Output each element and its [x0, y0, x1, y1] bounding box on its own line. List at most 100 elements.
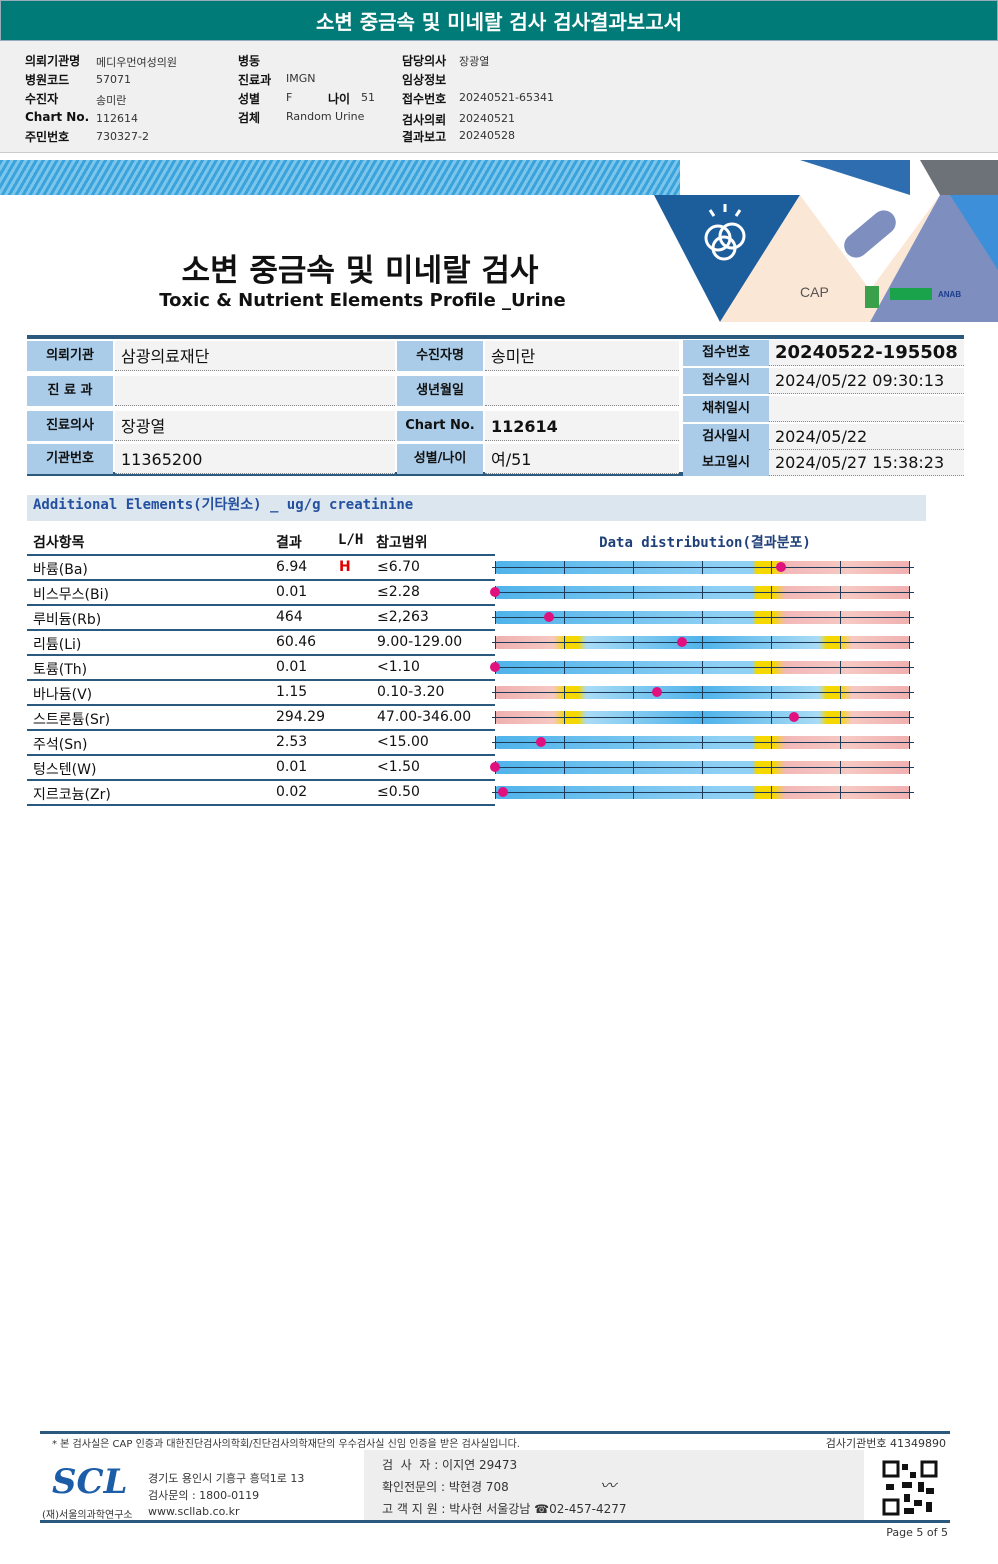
info-value: 20240521 — [459, 112, 515, 125]
reference-range: 0.10-3.20 — [377, 684, 445, 700]
axis-tick — [840, 761, 841, 774]
axis-tick — [702, 761, 703, 774]
ema-logo — [890, 288, 932, 300]
result-value: 0.01 — [276, 584, 308, 600]
stripe-decoration — [0, 160, 680, 195]
result-marker — [676, 637, 687, 647]
info-value: 메디우먼여성의원 — [96, 56, 177, 69]
axis-tick — [564, 711, 565, 724]
info-label: 의뢰기관명 — [25, 54, 81, 68]
info-value: 송미란 — [96, 94, 127, 107]
reference-range: ≤6.70 — [377, 559, 420, 575]
axis-tick — [840, 561, 841, 574]
axis-tick — [840, 711, 841, 724]
axis-tick — [495, 736, 496, 749]
axis-tick — [909, 611, 910, 624]
axis-tick — [840, 586, 841, 599]
result-value: 2.53 — [276, 734, 308, 750]
result-marker — [776, 562, 787, 572]
axis-tick — [771, 736, 772, 749]
info-label: 진료과 — [238, 73, 272, 87]
patient-value: 20240522-195508 — [769, 340, 964, 366]
distribution-axis — [492, 667, 914, 668]
axis-tick — [840, 636, 841, 649]
test-subtitle: Toxic & Nutrient Elements Profile _Urine — [159, 290, 566, 311]
result-marker — [651, 687, 662, 697]
specialist: 확인전문의 : 박현경 708 — [382, 1480, 509, 1494]
info-value: IMGN — [286, 72, 316, 85]
info-value: 20240528 — [459, 129, 515, 142]
axis-tick — [771, 611, 772, 624]
axis-tick — [909, 561, 910, 574]
table-row: 바륨(Ba) 6.94 H ≤6.70 — [27, 556, 495, 581]
reference-range: 47.00-346.00 — [377, 709, 472, 725]
result-marker — [498, 787, 509, 797]
result-marker — [490, 762, 500, 772]
item-name: 토륨(Th) — [33, 662, 88, 678]
axis-tick — [495, 636, 496, 649]
axis-tick — [702, 611, 703, 624]
info-label: 결과보고 — [402, 130, 447, 144]
patient-value: 삼광의료재단 — [115, 341, 395, 371]
info-label: 담당의사 — [402, 54, 447, 68]
patient-value: 장광열 — [115, 411, 395, 441]
distribution-axis — [492, 767, 914, 768]
axis-tick — [909, 786, 910, 799]
info-label: 병원코드 — [25, 73, 70, 87]
axis-tick — [909, 711, 910, 724]
footer-divider-bottom — [40, 1520, 950, 1523]
website-link[interactable]: www.scllab.co.kr — [148, 1505, 240, 1518]
info-value: 730327-2 — [96, 130, 149, 143]
axis-tick — [633, 711, 634, 724]
axis-tick — [564, 761, 565, 774]
info-value: 장광열 — [459, 55, 490, 68]
axis-tick — [633, 636, 634, 649]
result-marker — [490, 662, 500, 672]
patient-value: 2024/05/27 15:38:23 — [769, 450, 964, 476]
distribution-axis — [492, 642, 914, 643]
item-name: 바륨(Ba) — [33, 562, 88, 578]
axis-tick — [564, 611, 565, 624]
patient-label: 접수번호 — [683, 340, 769, 366]
axis-tick — [909, 636, 910, 649]
axis-tick — [633, 561, 634, 574]
staff-box — [364, 1450, 864, 1520]
patient-label: 채취일시 — [683, 396, 769, 422]
axis-tick — [495, 611, 496, 624]
distribution-axis — [492, 567, 914, 568]
patient-value: 11365200 — [115, 444, 395, 474]
distribution-axis — [492, 792, 914, 793]
org-name: (재)서울의과학연구소 — [42, 1510, 133, 1521]
table-row: 지르코늄(Zr) 0.02 ≤0.50 — [27, 781, 495, 806]
cap-logo: CAP — [800, 284, 829, 300]
table-row: 바나듐(V) 1.15 0.10-3.20 — [27, 681, 495, 706]
page-number: Page 5 of 5 — [886, 1526, 948, 1539]
footer-divider — [40, 1431, 950, 1434]
order-info-panel: 의뢰기관명 메디우먼여성의원 병원코드 57071 수진자 송미란 Chart No. 112… — [0, 41, 998, 153]
patient-label: 기관번호 — [27, 444, 113, 474]
info-label: 주민번호 — [25, 130, 70, 144]
result-value: 0.01 — [276, 759, 308, 775]
lab-number: 검사기관번호 41349890 — [825, 1437, 946, 1450]
info-label: 접수번호 — [402, 92, 447, 106]
table-row: 루비듐(Rb) 464 ≤2,263 — [27, 606, 495, 631]
header-lh: L/H — [338, 532, 364, 548]
result-value: 294.29 — [276, 709, 325, 725]
result-marker — [788, 712, 799, 722]
patient-value — [115, 376, 395, 406]
info-value: F — [286, 91, 293, 104]
info-value: 112614 — [96, 112, 138, 125]
patient-label: 접수일시 — [683, 368, 769, 394]
result-value: 0.02 — [276, 784, 308, 800]
axis-tick — [495, 686, 496, 699]
axis-tick — [909, 761, 910, 774]
info-label: 검체 — [238, 111, 261, 125]
axis-tick — [564, 736, 565, 749]
patient-label: 보고일시 — [683, 450, 769, 476]
axis-tick — [909, 736, 910, 749]
axis-tick — [909, 586, 910, 599]
axis-tick — [840, 686, 841, 699]
result-value: 464 — [276, 609, 303, 625]
table-row: 텅스텐(W) 0.01 <1.50 — [27, 756, 495, 781]
table-row: 리튬(Li) 60.46 9.00-129.00 — [27, 631, 495, 656]
